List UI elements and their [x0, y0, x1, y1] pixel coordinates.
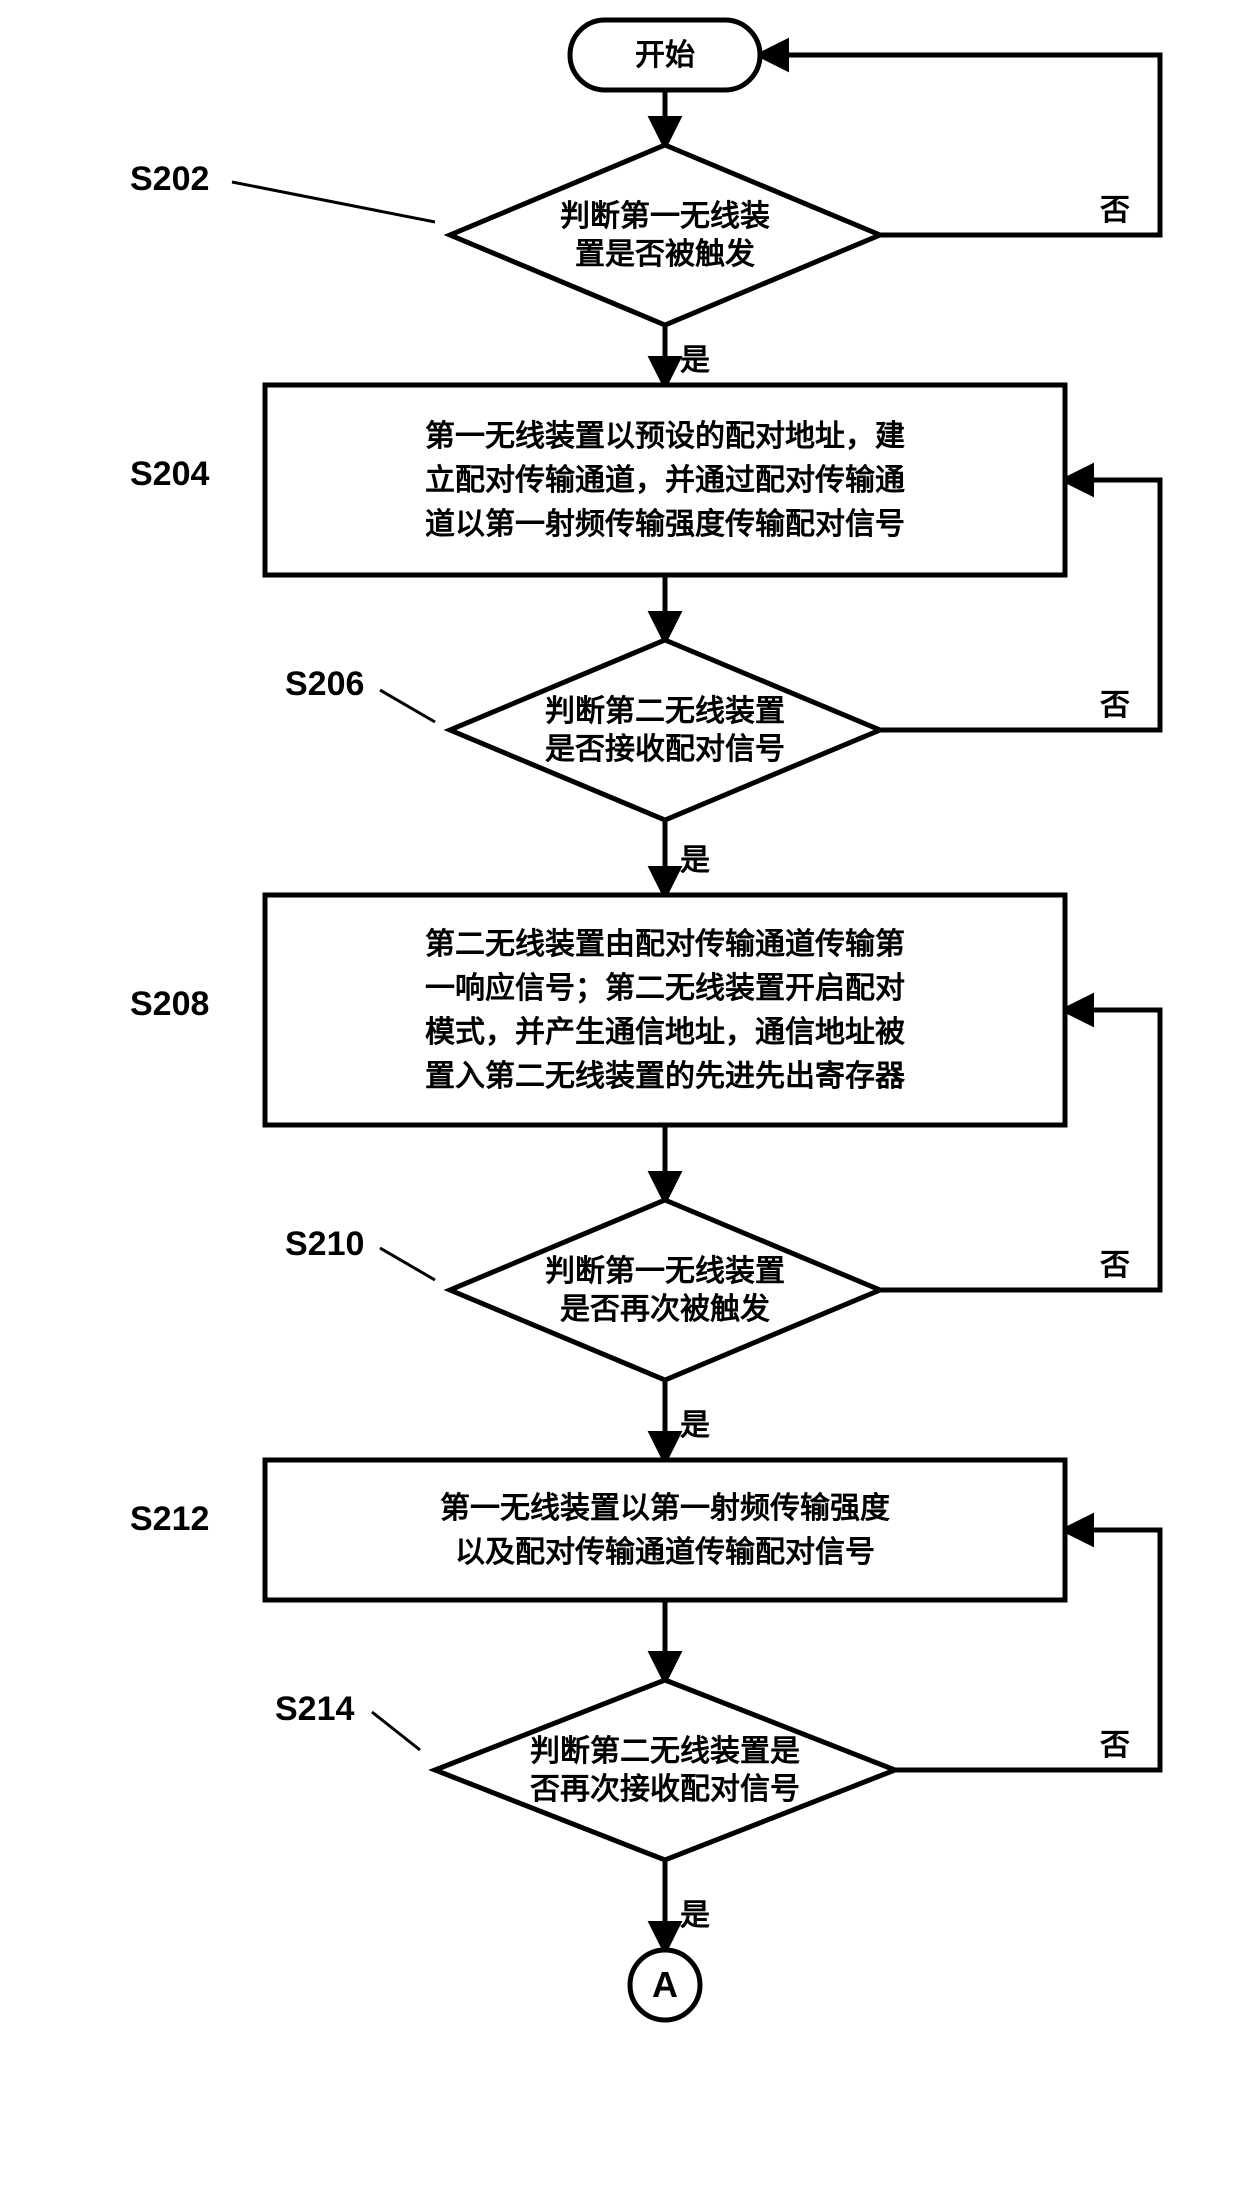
edge-label: 是 — [680, 1409, 710, 1442]
edge-label: 是 — [680, 844, 710, 877]
step-label-S204: S204 — [130, 455, 209, 493]
process-p212 — [265, 1460, 1065, 1600]
decision-d210 — [450, 1200, 880, 1380]
step-label-S210: S210 — [285, 1225, 364, 1263]
node-text: 立配对传输通道，并通过配对传输通 — [425, 463, 905, 497]
node-text: 是否接收配对信号 — [545, 733, 785, 766]
step-label-S208: S208 — [130, 985, 209, 1023]
step-label-S212: S212 — [130, 1500, 209, 1538]
leader-line — [372, 1712, 420, 1750]
leader-line — [380, 1248, 435, 1280]
decision-d202 — [450, 145, 880, 325]
node-text: 以及配对传输通道传输配对信号 — [455, 1536, 875, 1569]
node-text: 道以第一射频传输强度传输配对信号 — [425, 507, 905, 541]
step-label-S214: S214 — [275, 1690, 354, 1728]
step-label-S202: S202 — [130, 160, 209, 198]
step-label-S206: S206 — [285, 665, 364, 703]
node-text: 第二无线装置由配对传输通道传输第 — [425, 927, 905, 961]
edge-label: 否 — [1100, 1729, 1130, 1762]
node-text: 否再次接收配对信号 — [530, 1773, 800, 1806]
node-text: 是否再次被触发 — [560, 1293, 770, 1326]
edge-label: 是 — [680, 344, 710, 377]
node-text: 判断第二无线装置 — [545, 694, 785, 728]
leader-line — [380, 690, 435, 722]
node-text: 开始 — [635, 39, 695, 72]
decision-d206 — [450, 640, 880, 820]
connector-label: A — [652, 1964, 678, 2005]
node-text: 判断第一无线装 — [560, 199, 770, 233]
node-text: 判断第一无线装置 — [545, 1254, 785, 1288]
node-text: 第一无线装置以预设的配对地址，建 — [425, 419, 905, 453]
edge-label: 否 — [1100, 194, 1130, 227]
edge-label: 是 — [680, 1899, 710, 1932]
node-text: 置是否被触发 — [575, 238, 755, 271]
node-text: 模式，并产生通信地址，通信地址被 — [425, 1016, 905, 1049]
node-text: 置入第二无线装置的先进先出寄存器 — [425, 1059, 906, 1093]
node-text: 第一无线装置以第一射频传输强度 — [440, 1491, 890, 1525]
edge-label: 否 — [1100, 689, 1130, 722]
edge-label: 否 — [1100, 1249, 1130, 1282]
leader-line — [232, 182, 435, 222]
node-text: 一响应信号；第二无线装置开启配对 — [425, 971, 905, 1005]
node-text: 判断第二无线装置是 — [530, 1734, 800, 1768]
decision-d214 — [435, 1680, 895, 1860]
